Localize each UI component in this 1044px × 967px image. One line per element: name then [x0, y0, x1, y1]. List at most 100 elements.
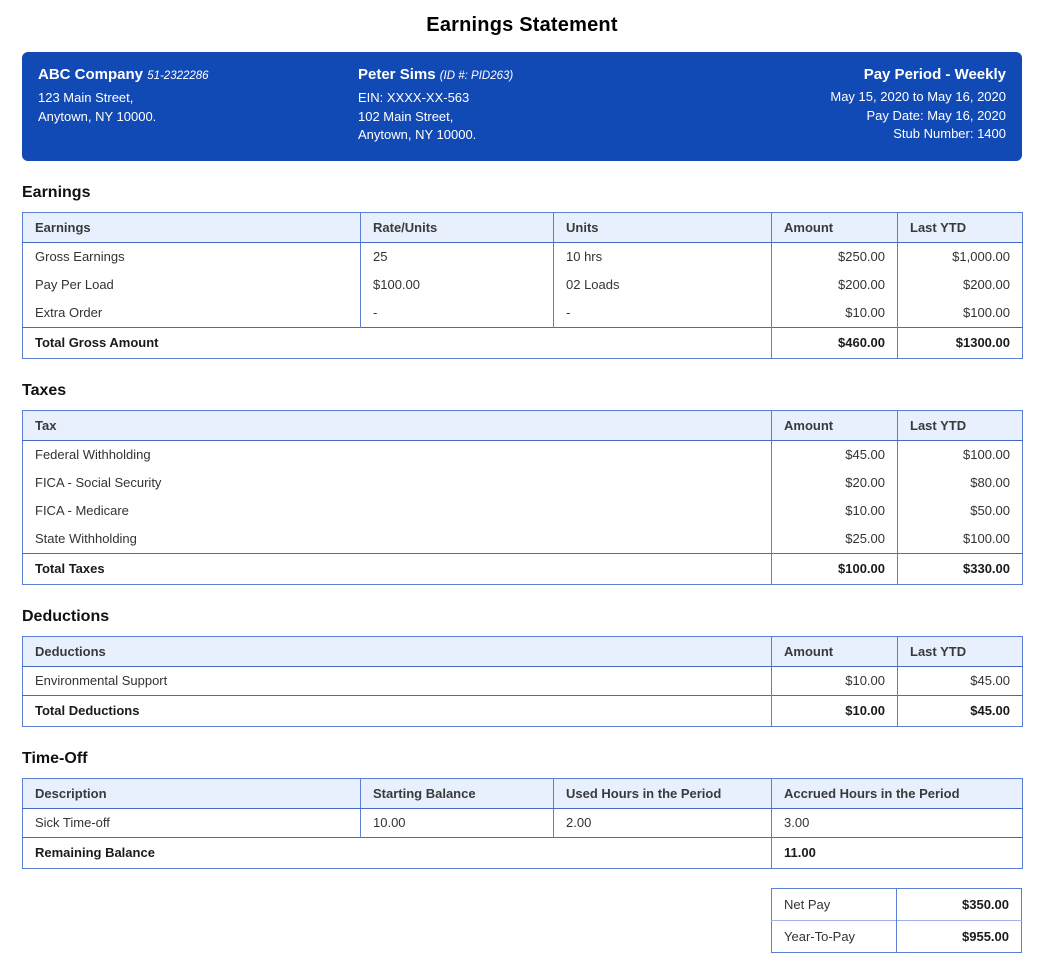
deductions-col-deductions: Deductions: [22, 636, 772, 667]
deductions-col-last-ytd: Last YTD: [897, 636, 1023, 667]
timeoff-total-label: Remaining Balance: [22, 836, 772, 868]
taxes-total-label: Total Taxes: [22, 552, 772, 584]
table-row: Federal Withholding $45.00 $100.00: [23, 440, 1023, 469]
tax-ytd: $50.00: [897, 496, 1023, 525]
table-row: Sick Time-off 10.00 2.00 3.00: [23, 808, 1023, 837]
timeoff-total-row: Remaining Balance 11.00: [22, 836, 1023, 868]
tax-name: State Withholding: [35, 531, 137, 546]
earnings-col-earnings: Earnings: [22, 212, 361, 243]
earnings-table: Earnings Rate/Units Units Amount Last YT…: [22, 211, 1023, 359]
deduction-ytd: $45.00: [897, 666, 1023, 695]
company-heading: ABC Company 51-2322286: [38, 65, 358, 86]
earnings-col-rate-units: Rate/Units: [360, 212, 554, 243]
pay-date: Pay Date: May 16, 2020: [866, 107, 1006, 123]
taxes-total-amount: $100.00: [771, 552, 898, 584]
timeoff-col-description: Description: [22, 778, 361, 809]
tax-name: FICA - Social Security: [35, 475, 162, 490]
taxes-total-row: Total Taxes $100.00 $330.00: [22, 552, 1023, 584]
taxes-col-tax: Tax: [22, 410, 772, 441]
earnings-name: Extra Order: [35, 305, 103, 320]
earnings-units: 02 Loads: [553, 270, 772, 299]
company-address-line2: Anytown, NY 10000.: [38, 108, 157, 124]
employee-name: Peter Sims: [358, 66, 436, 83]
table-row: Gross Earnings 25 10 hrs $250.00 $1,000.…: [23, 242, 1023, 271]
earnings-total-ytd: $1300.00: [897, 326, 1023, 358]
employee-address-line2: Anytown, NY 10000.: [358, 127, 477, 142]
taxes-col-amount: Amount: [771, 410, 898, 441]
employee-id: (ID #: PID263): [439, 70, 514, 82]
earnings-statement-page: Earnings Statement ABC Company 51-232228…: [0, 14, 1044, 967]
employee-ein: EIN: XXXX-XX-563: [358, 90, 470, 105]
timeoff-col-starting-balance: Starting Balance: [360, 778, 554, 809]
earnings-col-units: Units: [553, 212, 772, 243]
earnings-units: 10 hrs: [553, 242, 772, 271]
earnings-header-row: Earnings Rate/Units Units Amount Last YT…: [22, 212, 1023, 243]
deduction-name: Environmental Support: [35, 673, 168, 688]
pay-summary-container: Net Pay $350.00 Year-To-Pay $955.00: [22, 887, 1022, 953]
earnings-name: Gross Earnings: [35, 249, 125, 264]
tax-amount: $45.00: [771, 440, 898, 469]
timeoff-col-accrued-hours: Accrued Hours in the Period: [771, 778, 1023, 809]
table-row: Pay Per Load $100.00 02 Loads $200.00 $2…: [23, 270, 1023, 299]
earnings-ytd: $200.00: [897, 270, 1023, 299]
earnings-amount: $250.00: [771, 242, 898, 271]
net-pay-label: Net Pay: [784, 896, 831, 912]
taxes-section-title: Taxes: [22, 381, 67, 399]
net-pay-row: Net Pay $350.00: [772, 888, 1022, 920]
earnings-units: -: [553, 298, 772, 327]
earnings-ytd: $1,000.00: [897, 242, 1023, 271]
timeoff-description: Sick Time-off: [35, 815, 110, 830]
pay-period-info: Pay Period - Weekly May 15, 2020 to May …: [706, 65, 1006, 145]
tax-ytd: $100.00: [897, 440, 1023, 469]
pay-summary-table: Net Pay $350.00 Year-To-Pay $955.00: [771, 887, 1022, 953]
timeoff-section-title: Time-Off: [22, 749, 88, 767]
table-row: FICA - Social Security $20.00 $80.00: [23, 468, 1023, 497]
earnings-total-label: Total Gross Amount: [22, 326, 772, 358]
tax-amount: $25.00: [771, 524, 898, 553]
tax-ytd: $100.00: [897, 524, 1023, 553]
company-name: ABC Company: [38, 66, 144, 83]
table-row: Extra Order - - $10.00 $100.00: [23, 298, 1023, 327]
timeoff-starting-balance: 10.00: [360, 808, 554, 837]
taxes-table: Tax Amount Last YTD Federal Withholding …: [22, 409, 1023, 585]
company-tax-id: 51-2322286: [147, 70, 209, 82]
tax-amount: $10.00: [771, 496, 898, 525]
tax-name: Federal Withholding: [35, 447, 151, 462]
company-info: ABC Company 51-2322286 123 Main Street, …: [38, 65, 358, 145]
pay-period-title: Pay Period - Weekly: [863, 66, 1006, 83]
deduction-amount: $10.00: [771, 666, 898, 695]
earnings-col-amount: Amount: [771, 212, 898, 243]
timeoff-table: Description Starting Balance Used Hours …: [22, 777, 1023, 869]
year-to-pay-value: $955.00: [896, 919, 1022, 952]
deductions-total-amount: $10.00: [771, 694, 898, 726]
earnings-ytd: $100.00: [897, 298, 1023, 327]
employee-address-line1: 102 Main Street,: [358, 108, 454, 124]
table-row: State Withholding $25.00 $100.00: [23, 524, 1023, 553]
year-to-pay-row: Year-To-Pay $955.00: [771, 919, 1022, 952]
deductions-total-row: Total Deductions $10.00 $45.00: [22, 694, 1023, 726]
earnings-amount: $10.00: [771, 298, 898, 327]
pay-period-range: May 15, 2020 to May 16, 2020: [830, 89, 1006, 104]
timeoff-header-row: Description Starting Balance Used Hours …: [22, 778, 1023, 809]
net-pay-value: $350.00: [896, 888, 1022, 920]
tax-amount: $20.00: [771, 468, 898, 497]
earnings-name: Pay Per Load: [35, 277, 114, 292]
table-row: Environmental Support $10.00 $45.00: [23, 666, 1023, 695]
deductions-header-row: Deductions Amount Last YTD: [22, 636, 1023, 667]
deductions-table: Deductions Amount Last YTD Environmental…: [22, 635, 1023, 727]
earnings-total-amount: $460.00: [771, 326, 898, 358]
taxes-header-row: Tax Amount Last YTD: [22, 410, 1023, 441]
employee-heading: Peter Sims (ID #: PID263): [358, 65, 706, 86]
earnings-rate: -: [360, 298, 554, 327]
table-row: FICA - Medicare $10.00 $50.00: [23, 496, 1023, 525]
earnings-amount: $200.00: [771, 270, 898, 299]
deductions-total-ytd: $45.00: [897, 694, 1023, 726]
deductions-section-title: Deductions: [22, 607, 110, 625]
page-title: Earnings Statement: [426, 14, 618, 36]
stub-number: Stub Number: 1400: [893, 126, 1006, 141]
year-to-pay-label: Year-To-Pay: [771, 919, 897, 952]
earnings-rate: $100.00: [360, 270, 554, 299]
company-address-line1: 123 Main Street,: [38, 90, 134, 105]
employee-info: Peter Sims (ID #: PID263) EIN: XXXX-XX-5…: [358, 65, 706, 145]
taxes-col-last-ytd: Last YTD: [897, 410, 1023, 441]
